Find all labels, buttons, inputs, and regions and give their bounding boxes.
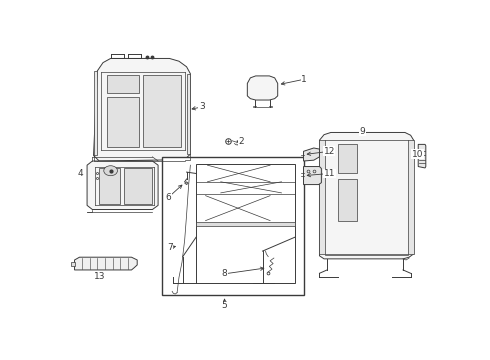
Polygon shape	[94, 71, 98, 156]
Polygon shape	[187, 74, 190, 154]
Polygon shape	[339, 179, 358, 221]
Text: 11: 11	[323, 169, 335, 178]
Polygon shape	[247, 76, 278, 100]
Polygon shape	[143, 75, 181, 147]
Polygon shape	[196, 222, 295, 226]
Polygon shape	[107, 97, 139, 147]
Circle shape	[104, 166, 118, 176]
Text: 6: 6	[166, 193, 171, 202]
Polygon shape	[162, 157, 304, 296]
Text: 1: 1	[301, 75, 307, 84]
Polygon shape	[339, 144, 358, 174]
Text: 3: 3	[199, 103, 205, 112]
Text: 2: 2	[239, 137, 245, 146]
Text: 10: 10	[412, 150, 423, 158]
Text: 5: 5	[221, 301, 227, 310]
Polygon shape	[408, 140, 414, 254]
Polygon shape	[303, 148, 319, 161]
Polygon shape	[71, 262, 74, 266]
Polygon shape	[303, 167, 321, 185]
Text: 9: 9	[360, 127, 365, 136]
Text: 7: 7	[167, 243, 173, 252]
Text: 4: 4	[77, 169, 83, 178]
Polygon shape	[124, 168, 152, 204]
Text: 12: 12	[324, 147, 335, 156]
Text: 8: 8	[221, 269, 227, 278]
Polygon shape	[74, 257, 137, 270]
Polygon shape	[94, 58, 190, 161]
Polygon shape	[418, 144, 426, 168]
Polygon shape	[319, 132, 414, 259]
Polygon shape	[87, 161, 158, 210]
Polygon shape	[319, 140, 325, 254]
Polygon shape	[185, 182, 189, 185]
Polygon shape	[107, 75, 139, 93]
Text: 13: 13	[94, 272, 105, 281]
Polygon shape	[99, 168, 120, 204]
